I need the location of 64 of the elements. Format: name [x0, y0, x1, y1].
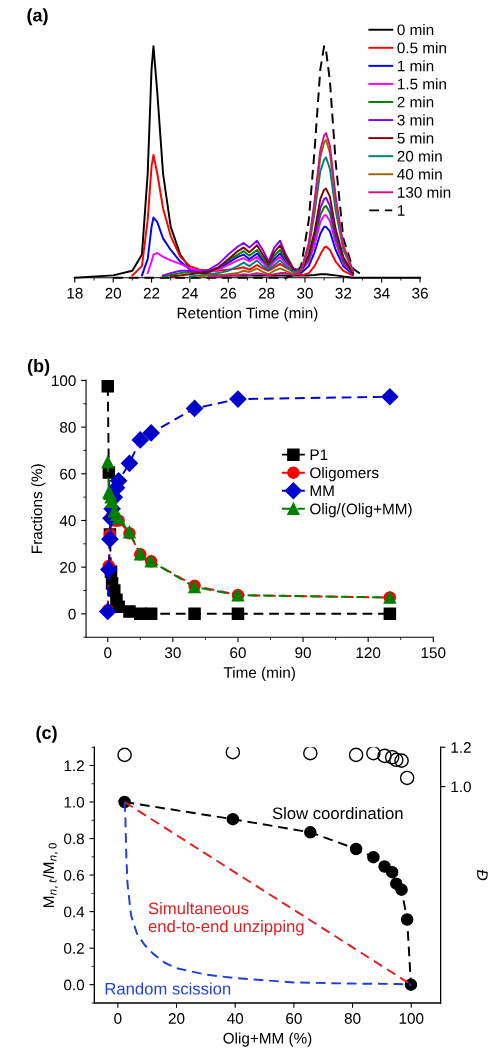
y-tick-label: 60 [60, 468, 76, 480]
x-axis-title: Retention Time (min) [177, 307, 318, 322]
annotation: Slow coordination [272, 806, 403, 820]
x-tick-label: 0 [114, 1013, 122, 1024]
x-tick-label: 26 [220, 287, 237, 299]
y-axis-title: Fractions (%) [31, 464, 46, 553]
annotation: Random scission [105, 982, 231, 995]
y-tick-label: 0.2 [64, 943, 84, 954]
x-tick-label: 100 [399, 1013, 424, 1024]
y-tick-label: 0.8 [64, 833, 84, 845]
legend-label: 130 min [398, 186, 451, 198]
legend-label: 1 min [398, 60, 434, 72]
chart-title: (a) [27, 8, 48, 26]
legend-label: Oligomers [310, 466, 379, 482]
legend-label: 5 min [397, 132, 434, 144]
x-tick-label: 150 [421, 647, 446, 659]
chart-title: (c) [36, 725, 57, 743]
y-tick-label: 1.0 [64, 796, 85, 808]
legend-label: 2 min [397, 96, 434, 108]
x-tick-label: 18 [67, 287, 83, 299]
x-tick-label: 60 [230, 647, 246, 659]
y-tick-label: 100 [52, 375, 76, 387]
legend-label: 0 min [397, 24, 434, 36]
x-tick-label: 40 [227, 1013, 244, 1024]
y2-tick-label: 1.0 [451, 781, 471, 793]
annotation: Simultaneous end-to-end unzipping [148, 902, 304, 936]
y2-axis-title: Đ [477, 869, 488, 881]
x-tick-label: 24 [182, 287, 198, 299]
y-tick-label: 40 [59, 515, 76, 527]
x-tick-label: 80 [344, 1013, 361, 1024]
y-tick-label: 0.6 [64, 869, 84, 881]
x-tick-label: 22 [143, 287, 160, 299]
x-tick-label: 36 [412, 287, 428, 299]
y2-tick-label: 1.2 [451, 742, 471, 753]
x-tick-label: 90 [295, 647, 311, 659]
x-axis-title: Olig+MM (%) [223, 1032, 312, 1047]
y-tick-label: 0.0 [64, 979, 85, 991]
legend-label: P1 [310, 449, 328, 460]
x-tick-label: 120 [356, 647, 381, 659]
y-tick-label: 80 [60, 421, 76, 433]
y-tick-label: 20 [60, 562, 76, 573]
legend-label: 3 min [397, 114, 434, 126]
chart-title: (b) [27, 359, 50, 376]
x-tick-label: 32 [335, 287, 352, 299]
x-tick-label: 0 [104, 647, 112, 659]
x-tick-label: 30 [164, 647, 181, 659]
y-tick-label: 0 [68, 608, 76, 620]
x-tick-label: 20 [105, 287, 122, 299]
legend-label: 0.5 min [397, 42, 446, 54]
x-tick-label: 20 [168, 1013, 185, 1024]
legend-label: 1 [398, 205, 405, 216]
legend-label: 40 min [397, 168, 442, 180]
x-tick-label: 28 [258, 287, 275, 299]
x-tick-label: 34 [373, 287, 390, 299]
y-tick-label: 1.2 [64, 760, 84, 772]
legend-label: Olig/(Olig+MM) [310, 503, 412, 518]
legend-label: 20 min [397, 150, 442, 162]
x-axis-title: Time (min) [223, 666, 295, 681]
x-tick-label: 60 [286, 1013, 302, 1024]
legend-label: 1.5 min [398, 78, 446, 90]
x-tick-label: 30 [297, 287, 313, 299]
y-axis-title: M$_{n,t}$/M$_{n,0}$ [42, 843, 58, 908]
y-tick-label: 0.4 [64, 906, 85, 918]
legend-label: MM [310, 485, 334, 497]
